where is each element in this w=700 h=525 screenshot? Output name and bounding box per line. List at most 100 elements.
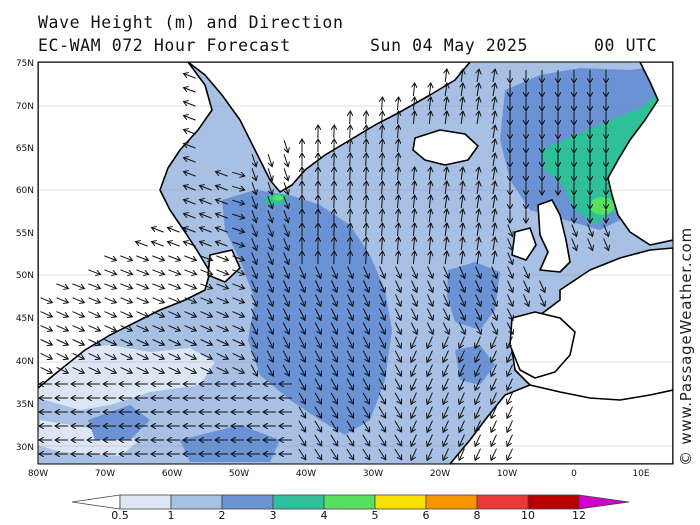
direction-arrow [232,213,243,218]
direction-arrow [88,269,99,274]
direction-arrow [493,70,495,82]
colorbar-swatch [425,494,478,510]
direction-arrow [40,311,52,317]
direction-arrow [184,74,196,79]
colorbar-swatch [476,494,529,510]
direction-arrow [298,378,305,389]
direction-arrow [461,98,463,110]
direction-arrow [477,252,479,264]
direction-arrow [168,325,180,331]
direction-arrow [412,406,417,418]
direction-arrow [394,448,401,459]
direction-arrow [444,336,449,348]
direction-arrow [461,112,463,124]
direction-arrow [413,182,414,195]
direction-arrow [216,339,228,345]
direction-arrow [394,392,401,403]
direction-arrow [603,224,608,235]
direction-arrow [104,297,116,303]
direction-arrow [460,392,465,404]
direction-arrow [330,350,337,362]
direction-arrow [412,420,417,432]
direction-arrow [184,325,196,331]
direction-arrow [152,228,164,233]
direction-arrow [267,280,273,292]
direction-arrow [412,350,417,362]
direction-arrow [120,366,132,372]
direction-arrow [460,434,465,446]
direction-arrow [267,210,272,221]
direction-arrow [283,294,289,306]
lon-label: 20W [430,469,450,479]
direction-arrow [330,448,337,459]
direction-arrow [136,242,148,247]
direction-arrow [477,224,479,236]
direction-arrow [282,322,288,334]
direction-arrow [350,140,351,153]
direction-arrow [493,154,495,166]
credit-text: © www.PassageWeather.com [677,227,695,466]
direction-arrow [382,168,383,181]
direction-arrow [347,266,353,278]
direction-arrow [398,210,399,223]
colorbar-swatch [527,494,580,510]
direction-arrow [346,336,352,348]
direction-arrow [216,366,228,372]
direction-arrow [445,238,447,251]
direction-arrow [120,297,132,303]
direction-arrow [40,325,52,331]
direction-arrow [398,238,399,251]
direction-arrow [120,339,132,345]
direction-arrow [251,154,256,165]
direction-arrow [382,196,383,209]
direction-arrow [394,350,401,362]
direction-arrow [412,378,417,390]
direction-arrow [184,158,196,163]
direction-arrow [168,366,180,372]
direction-arrow [250,350,257,362]
direction-arrow [428,420,433,432]
direction-arrow [427,280,433,292]
direction-arrow [362,420,369,431]
direction-arrow [266,322,272,334]
direction-arrow [362,322,368,334]
direction-arrow [200,186,212,191]
direction-arrow [299,280,305,292]
lat-label: 50N [16,271,34,281]
direction-arrow [429,84,430,97]
direction-arrow [459,294,465,306]
direction-arrow [350,196,351,209]
direction-arrow [267,224,272,235]
lon-label: 30W [363,469,383,479]
direction-arrow [250,336,256,348]
direction-arrow [507,224,512,235]
direction-arrow [507,280,513,292]
direction-arrow [442,322,448,334]
direction-arrow [283,196,288,207]
direction-arrow [184,311,196,317]
direction-arrow [428,434,433,446]
direction-arrow [398,154,399,167]
direction-arrow [366,210,367,223]
direction-arrow [382,224,383,237]
direction-arrow [366,168,367,181]
direction-arrow [382,252,383,265]
direction-arrow [398,196,399,209]
direction-arrow [347,294,353,306]
direction-arrow [330,392,337,403]
direction-arrow [88,366,100,372]
direction-arrow [379,266,385,278]
direction-arrow [413,210,414,223]
direction-arrow [506,308,512,320]
direction-arrow [346,364,353,376]
direction-arrow [378,392,385,403]
direction-arrow [461,210,463,222]
direction-arrow [477,238,479,250]
direction-arrow [474,308,480,320]
direction-arrow [443,294,449,306]
direction-arrow [216,186,228,191]
direction-arrow [429,210,430,223]
direction-arrow [476,420,481,432]
direction-arrow [250,322,256,334]
lat-label: 30N [16,443,34,453]
